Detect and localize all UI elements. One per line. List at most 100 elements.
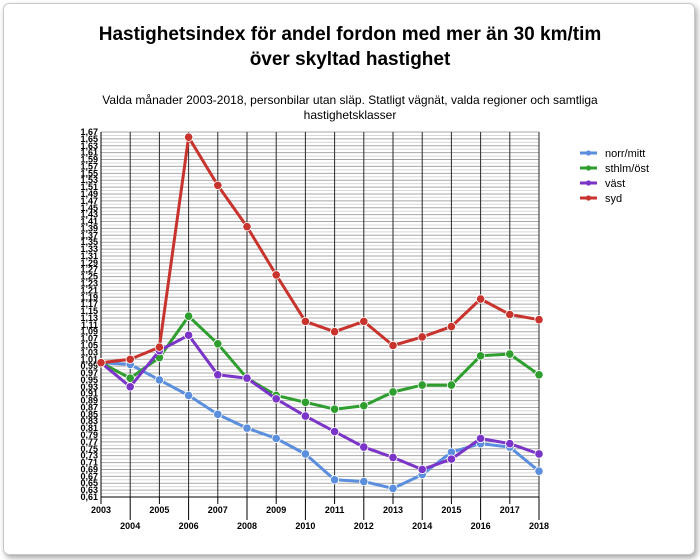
y-tick-label: 1,27: [80, 265, 98, 275]
y-tick-label: 0,61: [80, 492, 98, 502]
data-point: [154, 342, 164, 352]
data-point: [300, 397, 310, 407]
data-point: [534, 370, 544, 380]
series-line: [100, 314, 540, 411]
data-point: [184, 330, 194, 340]
y-tick-label: 1,01: [80, 354, 98, 364]
x-tick-label: 2007: [208, 505, 228, 515]
data-point: [446, 321, 456, 332]
chart-title-line-2: över skyltad hastighet: [249, 49, 451, 70]
data-point: [184, 311, 194, 321]
x-tick-label: 2004: [120, 521, 140, 531]
data-point: [242, 373, 252, 383]
y-tick-label: 1,09: [80, 327, 98, 337]
y-tick-label: 1,11: [81, 320, 98, 330]
y-tick-label: 1,51: [80, 182, 98, 192]
chart-subtitle: Valda månader 2003-2018, personbilar uta…: [102, 93, 598, 122]
y-tick-label: 0,99: [80, 361, 98, 371]
x-tick-label: 2011: [325, 505, 345, 515]
y-tick-label: 1,21: [80, 285, 98, 295]
legend-marker: [585, 195, 592, 201]
y-tick-label: 0,87: [80, 402, 98, 412]
y-tick-label: 0,65: [80, 478, 98, 488]
legend-marker: [585, 180, 592, 186]
data-point: [417, 464, 427, 475]
y-tick-label: 0,63: [80, 485, 98, 495]
x-tick-label: 2015: [441, 505, 461, 515]
y-tick-label: 1,53: [80, 175, 98, 185]
legend-label: sthlm/öst: [605, 163, 649, 175]
x-tick-label: 2003: [91, 505, 111, 515]
legend-marker: [585, 150, 592, 156]
chart-title: Hastighetsindex för andel fordon med mer…: [0, 22, 700, 72]
y-tick-label: 0,91: [80, 389, 98, 399]
y-tick-label: 1,45: [80, 203, 98, 213]
x-tick-label: 2005: [149, 505, 169, 515]
y-tick-label: 0,67: [80, 471, 98, 481]
y-tick-label: 0,81: [80, 423, 98, 433]
y-tick-label: 1,29: [80, 258, 98, 268]
x-tick-labels: 2003 2004 2005 2006 2007 2008 2009 2010 2011 2012…: [91, 497, 549, 531]
data-point: [184, 132, 194, 142]
y-tick-label: 1,07: [80, 334, 98, 344]
data-point: [242, 222, 252, 232]
y-tick-label: 0,95: [80, 375, 98, 385]
y-tick-label: 1,37: [80, 230, 98, 240]
y-tick-label: 0,97: [80, 368, 98, 378]
data-point: [213, 370, 223, 380]
data-point: [534, 315, 544, 325]
data-point: [184, 390, 194, 401]
data-point: [329, 404, 340, 414]
data-point: [505, 349, 515, 359]
data-point: [300, 316, 310, 326]
chart-title-line-1: Hastighetsindex för andel fordon med mer…: [98, 24, 602, 45]
x-tick-label: 2014: [412, 521, 432, 531]
series-syd: [96, 132, 544, 368]
data-point: [446, 380, 456, 390]
data-point: [359, 442, 369, 452]
y-tick-label: 0,83: [80, 416, 98, 426]
data-point: [213, 180, 223, 190]
legend-label: norr/mitt: [605, 148, 645, 160]
data-point: [417, 380, 427, 390]
data-point: [329, 327, 340, 337]
data-point: [388, 452, 398, 463]
y-tick-label: 1,05: [80, 340, 98, 350]
legend-marker: [585, 165, 592, 171]
data-point: [271, 270, 281, 280]
data-point: [417, 332, 427, 342]
y-tick-label: 1,59: [80, 155, 98, 165]
y-tick-label: 1,63: [80, 141, 98, 151]
data-point: [359, 401, 369, 411]
data-point: [505, 439, 515, 449]
x-tick-label: 2013: [383, 505, 403, 515]
x-tick-label: 2016: [471, 521, 491, 531]
data-point: [388, 483, 398, 493]
series-line: [100, 333, 540, 471]
data-point: [505, 309, 515, 320]
x-tick-label: 2006: [179, 521, 199, 531]
y-tick-label: 1,33: [80, 244, 98, 254]
x-tick-label: 2017: [500, 505, 520, 515]
data-point: [329, 426, 340, 437]
y-tick-label: 1,41: [80, 217, 98, 227]
y-tick-label: 1,25: [80, 272, 98, 282]
data-point: [359, 476, 369, 487]
y-tick-label: 1,65: [80, 134, 98, 144]
y-tick-label: 1,39: [80, 223, 98, 233]
y-tick-label: 0,93: [80, 382, 98, 392]
data-point: [154, 375, 164, 385]
data-point: [388, 340, 398, 351]
y-tick-label: 0,75: [80, 444, 98, 454]
x-tick-label: 2008: [237, 521, 257, 531]
y-tick-label: 1,23: [80, 279, 98, 289]
y-tick-label: 0,69: [80, 464, 98, 474]
data-point: [300, 449, 310, 459]
x-tick-label: 2018: [529, 521, 549, 531]
data-point: [96, 358, 106, 368]
data-point: [359, 316, 369, 326]
y-tick-label: 0,89: [80, 396, 98, 406]
series-line: [100, 135, 540, 365]
data-point: [271, 433, 281, 444]
